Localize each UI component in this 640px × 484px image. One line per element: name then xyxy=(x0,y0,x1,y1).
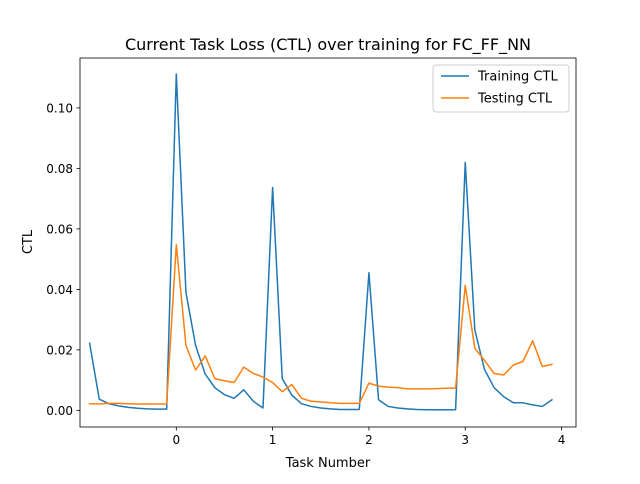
x-tick-label: 1 xyxy=(269,433,277,447)
y-tick-label: 0.00 xyxy=(46,404,73,418)
x-tick-label: 0 xyxy=(172,433,180,447)
x-tick-label: 3 xyxy=(461,433,469,447)
x-axis: 0 1 2 3 4 xyxy=(172,427,565,447)
legend-label: Training CTL xyxy=(477,70,558,85)
legend-label: Testing CTL xyxy=(477,92,553,107)
y-tick-label: 0.02 xyxy=(46,343,73,357)
x-tick-label: 4 xyxy=(558,433,566,447)
x-axis-label: Task Number xyxy=(285,456,371,471)
y-tick-label: 0.04 xyxy=(46,283,73,297)
axes-frame xyxy=(79,57,577,428)
legend: Training CTL Testing CTL xyxy=(432,64,570,113)
chart-title: Current Task Loss (CTL) over training fo… xyxy=(125,35,531,55)
y-axis: 0.00 0.02 0.04 0.06 0.08 0.10 xyxy=(46,101,80,418)
y-tick-label: 0.06 xyxy=(46,222,73,236)
y-tick-label: 0.10 xyxy=(46,101,73,115)
series-line-testing xyxy=(88,243,553,405)
y-tick-label: 0.08 xyxy=(46,162,73,176)
plot-area xyxy=(79,57,577,428)
y-axis-label: CTL xyxy=(21,229,36,254)
x-tick-label: 2 xyxy=(365,433,373,447)
series-line-training xyxy=(88,73,553,411)
